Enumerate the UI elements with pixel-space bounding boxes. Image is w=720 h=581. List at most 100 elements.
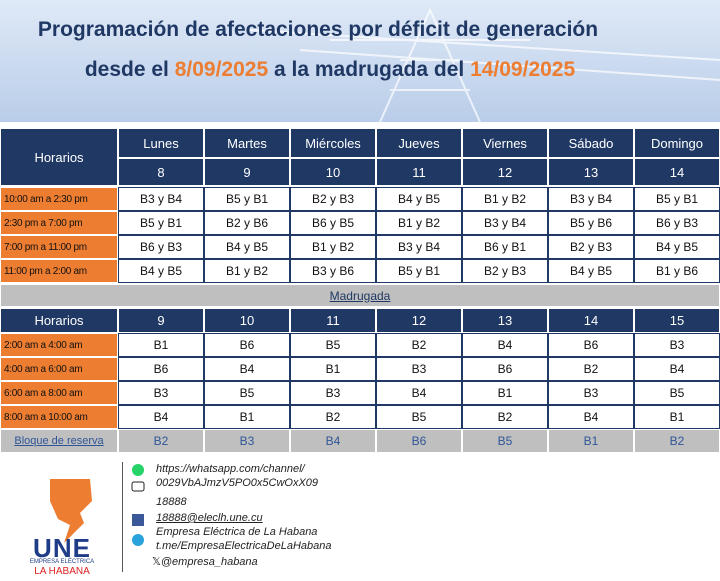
day-name: Martes bbox=[204, 128, 290, 158]
block-cell: B2 bbox=[462, 405, 548, 429]
time-cell: 11:00 pm a 2:00 am bbox=[0, 259, 118, 283]
block-cell: B4 bbox=[548, 405, 634, 429]
telegram[interactable]: t.me/EmpresaElectricaDeLaHabana bbox=[156, 540, 332, 552]
block-cell: B1 y B2 bbox=[376, 211, 462, 235]
block-cell: B3 bbox=[376, 357, 462, 381]
day-number: 12 bbox=[376, 308, 462, 333]
block-cell: B6 bbox=[204, 333, 290, 357]
block-cell: B5 bbox=[290, 333, 376, 357]
time-cell: 2:30 pm a 7:00 pm bbox=[0, 211, 118, 235]
day-number: 11 bbox=[376, 158, 462, 186]
block-cell: B2 y B6 bbox=[204, 211, 290, 235]
block-cell: B6 y B3 bbox=[634, 211, 720, 235]
day-number: 9 bbox=[204, 158, 290, 186]
day-name: Lunes bbox=[118, 128, 204, 158]
block-cell: B6 y B3 bbox=[118, 235, 204, 259]
day-number: 15 bbox=[634, 308, 720, 333]
title-line1: Programación de afectaciones por déficit… bbox=[37, 18, 599, 41]
day-number: 8 bbox=[118, 158, 204, 186]
divider bbox=[122, 462, 123, 572]
time-cell: 6:00 am a 8:00 am bbox=[0, 381, 118, 405]
block-cell: B2 y B3 bbox=[548, 235, 634, 259]
title-line2: desde el 8/09/2025 a la madrugada del 14… bbox=[0, 58, 660, 82]
block-cell: B5 y B1 bbox=[634, 187, 720, 211]
block-cell: B4 bbox=[204, 357, 290, 381]
block-cell: B4 y B5 bbox=[548, 259, 634, 283]
block-cell: B4 y B5 bbox=[634, 235, 720, 259]
x-icon: 𝕏 bbox=[152, 556, 161, 568]
block-cell: B4 y B5 bbox=[118, 259, 204, 283]
block-cell: B5 bbox=[634, 381, 720, 405]
day-name: Sábado bbox=[548, 128, 634, 158]
reserve-cell: B2 bbox=[634, 429, 720, 453]
logo-name: UNE bbox=[33, 533, 91, 563]
block-cell: B4 bbox=[376, 381, 462, 405]
facebook[interactable]: Empresa Eléctrica de La Habana bbox=[156, 526, 318, 538]
block-cell: B2 y B3 bbox=[462, 259, 548, 283]
day-number: 14 bbox=[634, 158, 720, 186]
block-cell: B6 y B1 bbox=[462, 235, 548, 259]
day-number: 9 bbox=[118, 308, 204, 333]
block-cell: B4 y B5 bbox=[204, 235, 290, 259]
day-number: 10 bbox=[204, 308, 290, 333]
date: 8/09/2025 bbox=[174, 58, 269, 81]
time-cell: 2:00 am a 4:00 am bbox=[0, 333, 118, 357]
day-name: Jueves bbox=[376, 128, 462, 158]
text: desde el bbox=[84, 58, 169, 81]
block-cell: B1 bbox=[118, 333, 204, 357]
block-cell: B5 y B1 bbox=[118, 211, 204, 235]
block-cell: B1 bbox=[204, 405, 290, 429]
day-number: 12 bbox=[462, 158, 548, 186]
time-cell: 8:00 am a 10:00 am bbox=[0, 405, 118, 429]
phone: 18888 bbox=[156, 496, 187, 508]
header-banner bbox=[0, 0, 720, 122]
block-cell: B5 bbox=[204, 381, 290, 405]
block-cell: B4 y B5 bbox=[376, 187, 462, 211]
madrugada-band: Madrugada bbox=[0, 284, 720, 307]
block-cell: B5 y B6 bbox=[548, 211, 634, 235]
block-cell: B4 bbox=[634, 357, 720, 381]
day-number: 10 bbox=[290, 158, 376, 186]
logo-line1: EMPRESA ELÉCTRICA bbox=[29, 559, 95, 565]
header-cell: Horarios bbox=[0, 128, 118, 186]
block-cell: B3 bbox=[290, 381, 376, 405]
time-cell: 7:00 pm a 11:00 pm bbox=[0, 235, 118, 259]
email[interactable]: 18888@eleclh.une.cu bbox=[156, 512, 263, 524]
time-cell: 4:00 am a 6:00 am bbox=[0, 357, 118, 381]
day-number: 13 bbox=[462, 308, 548, 333]
x-handle[interactable]: 𝕏@empresa_habana bbox=[152, 555, 258, 568]
day-number: 13 bbox=[548, 158, 634, 186]
block-cell: B3 y B4 bbox=[548, 187, 634, 211]
block-cell: B3 y B6 bbox=[290, 259, 376, 283]
reserve-cell: B1 bbox=[548, 429, 634, 453]
block-cell: B1 y B2 bbox=[204, 259, 290, 283]
day-number: 14 bbox=[548, 308, 634, 333]
block-cell: B2 bbox=[376, 333, 462, 357]
text: @empresa_habana bbox=[160, 556, 258, 568]
time-cell: 10:00 am a 2:30 pm bbox=[0, 187, 118, 211]
reserve-cell: B2 bbox=[118, 429, 204, 453]
logo-line2: LA HABANA bbox=[34, 566, 90, 577]
block-cell: B2 bbox=[548, 357, 634, 381]
day-name: Domingo bbox=[634, 128, 720, 158]
whatsapp[interactable]: 0029VbAJmzV5PO0x5CwOxX09 bbox=[156, 477, 319, 489]
whatsapp[interactable]: https://whatsapp.com/channel/ bbox=[156, 463, 305, 475]
block-cell: B3 y B4 bbox=[462, 211, 548, 235]
reserve-cell: B3 bbox=[204, 429, 290, 453]
block-cell: B6 bbox=[118, 357, 204, 381]
block-cell: B1 bbox=[290, 357, 376, 381]
block-cell: B4 bbox=[118, 405, 204, 429]
block-cell: B3 bbox=[634, 333, 720, 357]
block-cell: B6 y B5 bbox=[290, 211, 376, 235]
block-cell: B1 y B6 bbox=[634, 259, 720, 283]
block-cell: B3 bbox=[118, 381, 204, 405]
date: 14/09/2025 bbox=[470, 58, 576, 81]
block-cell: B5 y B1 bbox=[376, 259, 462, 283]
contact-icons bbox=[131, 464, 145, 546]
block-cell: B3 bbox=[548, 381, 634, 405]
block-cell: B3 y B4 bbox=[118, 187, 204, 211]
block-cell: B1 y B2 bbox=[290, 235, 376, 259]
day-name: Miércoles bbox=[290, 128, 376, 158]
block-cell: B2 y B3 bbox=[290, 187, 376, 211]
day-name: Viernes bbox=[462, 128, 548, 158]
